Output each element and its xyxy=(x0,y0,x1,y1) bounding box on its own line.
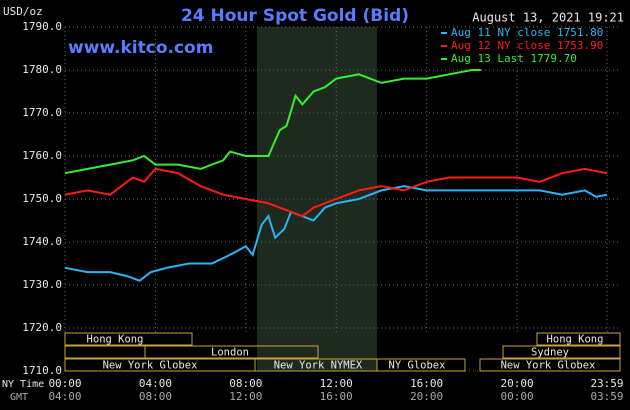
session-label: London xyxy=(211,347,249,359)
x2-tick-label: 12:00 xyxy=(229,390,262,403)
session-label: Sydney xyxy=(531,347,569,359)
session-box xyxy=(479,358,621,372)
session-label: New York Globex xyxy=(103,360,198,372)
session-box xyxy=(502,345,621,359)
x-tick-label: 04:00 xyxy=(139,377,172,390)
y-axis-label: USD/oz xyxy=(3,5,43,18)
series-line xyxy=(64,167,608,218)
session-label: Hong Kong xyxy=(547,334,604,346)
x2-tick-label: 20:00 xyxy=(410,390,443,403)
x2-tick-label: 08:00 xyxy=(139,390,172,403)
y-tick-label: 1760.0 xyxy=(22,149,62,162)
session-label: Hong Kong xyxy=(87,334,144,346)
x-axis-label: NY Time xyxy=(2,379,44,390)
session-box xyxy=(376,358,466,372)
session-box xyxy=(144,345,319,359)
x-tick-label: 08:00 xyxy=(229,377,262,390)
x-tick-label: 23:59 xyxy=(590,377,623,390)
y-tick-label: 1720.0 xyxy=(22,321,62,334)
series-line xyxy=(64,69,481,175)
session-label: New York Globex xyxy=(501,360,596,372)
sessions: Hong Kong London New York Globex New Yor… xyxy=(64,332,621,372)
x2-tick-label: 16:00 xyxy=(320,390,353,403)
legend-label: Aug 12 NY close 1753.90 xyxy=(451,39,603,52)
legend-label: Aug 11 NY close 1751.80 xyxy=(451,26,603,39)
timestamp: August 13, 2021 19:21 xyxy=(472,11,624,25)
x-tick-label: 12:00 xyxy=(320,377,353,390)
x2-tick-label: 04:00 xyxy=(48,390,81,403)
y-tick-label: 1770.0 xyxy=(22,106,62,119)
y-tick-label: 1740.0 xyxy=(22,235,62,248)
session-label: NY Globex xyxy=(389,360,446,372)
x-tick-label: 16:00 xyxy=(410,377,443,390)
x2-axis-label: GMT xyxy=(10,392,28,403)
x-tick-label: 20:00 xyxy=(500,377,533,390)
x-tick-label: 00:00 xyxy=(48,377,81,390)
session-box xyxy=(64,332,193,346)
y-tick-label: 1790.0 xyxy=(22,20,62,33)
y-tick-label: 1750.0 xyxy=(22,192,62,205)
y-tick-label: 1710.0 xyxy=(22,364,62,377)
session-label: New York NYMEX xyxy=(274,360,363,372)
x2-tick-label: 00:00 xyxy=(500,390,533,403)
session-box xyxy=(536,332,621,346)
chart-title: 24 Hour Spot Gold (Bid) xyxy=(181,6,409,26)
x2-tick-label: 03:59 xyxy=(590,390,623,403)
y-tick-label: 1780.0 xyxy=(22,63,62,76)
y-tick-label: 1730.0 xyxy=(22,278,62,291)
site-url: www.kitco.com xyxy=(68,38,213,58)
legend-label: Aug 13 Last 1779.70 xyxy=(451,52,577,65)
